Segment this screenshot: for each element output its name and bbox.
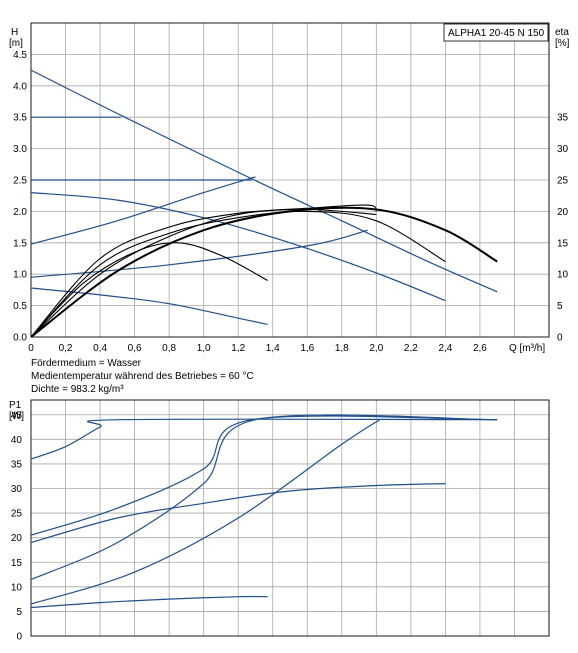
head-curve-6 bbox=[30, 229, 368, 278]
head-axis-unit: [m] bbox=[9, 38, 23, 49]
power-axis-unit: [W] bbox=[9, 411, 24, 422]
flow-tick-label: 1,0 bbox=[197, 343, 211, 354]
power-tick-label: 10 bbox=[11, 582, 23, 593]
eta-axis-label: eta bbox=[555, 27, 569, 38]
power-curve-0 bbox=[30, 418, 498, 460]
power-curve-4 bbox=[30, 419, 381, 605]
power-tick-label: 20 bbox=[11, 533, 23, 544]
head-chart-x-ticks: 0 0,2 0,4 0,6 0,8 1,0 1,2 1,4 1,6 1,8 2,0 2,2 2,4 2,6 bbox=[28, 343, 487, 354]
eta-tick-label: 0 bbox=[557, 333, 563, 344]
note-temperature: Medientemperatur während des Betriebes =… bbox=[31, 371, 254, 382]
head-tick-label: 1.5 bbox=[13, 238, 27, 249]
note-medium: Fördermedium = Wasser bbox=[31, 358, 142, 369]
flow-tick-label: 0,2 bbox=[59, 343, 73, 354]
flow-tick-label: 0,4 bbox=[93, 343, 107, 354]
power-chart-series bbox=[30, 414, 498, 609]
efficiency-curve-11 bbox=[30, 206, 498, 338]
model-label-box bbox=[443, 23, 549, 42]
head-chart-series bbox=[30, 69, 498, 338]
power-tick-label: 40 bbox=[11, 435, 23, 446]
power-chart: 0 5 10 15 20 25 30 35 40 45 P1 [W] bbox=[9, 399, 550, 643]
head-curve-0 bbox=[30, 69, 498, 293]
eta-axis-unit: [%] bbox=[555, 38, 570, 49]
head-tick-label: 3.5 bbox=[13, 113, 27, 124]
efficiency-curve-9 bbox=[30, 204, 377, 338]
power-chart-grid bbox=[31, 400, 550, 636]
flow-axis-label: Q [m³/h] bbox=[509, 343, 545, 354]
efficiency-curve-7 bbox=[30, 242, 268, 338]
power-chart-frame bbox=[30, 399, 550, 637]
head-chart-y2-ticks: 0 5 10 15 20 25 30 35 bbox=[557, 113, 569, 344]
eta-tick-label: 10 bbox=[557, 270, 569, 281]
eta-tick-label: 30 bbox=[557, 144, 569, 155]
head-tick-label: 0.0 bbox=[13, 333, 27, 344]
eta-tick-label: 5 bbox=[557, 301, 563, 312]
medium-notes: Fördermedium = Wasser Medientemperatur w… bbox=[31, 358, 254, 395]
eta-tick-label: 20 bbox=[557, 207, 569, 218]
flow-tick-label: 0,8 bbox=[162, 343, 176, 354]
power-curve-5 bbox=[30, 595, 268, 609]
head-chart: 0 0,2 0,4 0,6 0,8 1,0 1,2 1,4 1,6 1,8 2,0 2,2 2,4 2,6… bbox=[9, 22, 570, 354]
head-tick-label: 0.5 bbox=[13, 301, 27, 312]
flow-tick-label: 0 bbox=[28, 343, 34, 354]
power-tick-label: 25 bbox=[11, 509, 23, 520]
power-tick-label: 0 bbox=[16, 632, 22, 643]
head-tick-label: 4.0 bbox=[13, 81, 27, 92]
flow-tick-label: 1,6 bbox=[300, 343, 314, 354]
flow-tick-label: 1,8 bbox=[335, 343, 349, 354]
flow-tick-label: 0,6 bbox=[128, 343, 142, 354]
power-tick-label: 45 bbox=[11, 410, 23, 421]
flow-tick-label: 2,6 bbox=[473, 343, 487, 354]
eta-tick-label: 15 bbox=[557, 238, 569, 249]
power-tick-label: 5 bbox=[16, 607, 22, 618]
power-tick-label: 35 bbox=[11, 459, 23, 470]
power-tick-label: 15 bbox=[11, 558, 23, 569]
head-curve-4 bbox=[30, 287, 268, 325]
power-curve-1 bbox=[30, 415, 498, 536]
head-chart-y-ticks: 0.0 0.5 1.0 1.5 2.0 2.5 3.0 3.5 4.0 4.5 bbox=[13, 50, 27, 344]
head-tick-label: 2.5 bbox=[13, 176, 27, 187]
head-tick-label: 1.0 bbox=[13, 270, 27, 281]
head-tick-label: 3.0 bbox=[13, 144, 27, 155]
head-curve-3 bbox=[30, 192, 446, 302]
power-curve-2 bbox=[30, 414, 498, 581]
head-axis-label: H bbox=[11, 27, 18, 38]
flow-tick-label: 2,4 bbox=[438, 343, 452, 354]
flow-tick-label: 2,0 bbox=[369, 343, 383, 354]
flow-tick-label: 1,2 bbox=[231, 343, 245, 354]
power-tick-label: 30 bbox=[11, 484, 23, 495]
flow-tick-label: 1,4 bbox=[266, 343, 280, 354]
head-curve-5 bbox=[30, 176, 256, 245]
power-axis-label: P1 bbox=[9, 400, 22, 411]
power-chart-y-ticks: 0 5 10 15 20 25 30 35 40 45 bbox=[11, 410, 23, 642]
head-tick-label: 2.0 bbox=[13, 207, 27, 218]
efficiency-curve-8 bbox=[30, 210, 446, 338]
model-label: ALPHA1 20-45 N 150 bbox=[448, 28, 545, 39]
power-curve-3 bbox=[30, 483, 446, 544]
eta-tick-label: 25 bbox=[557, 176, 569, 187]
head-tick-label: 4.5 bbox=[13, 50, 27, 61]
eta-tick-label: 35 bbox=[557, 113, 569, 124]
note-density: Dichte = 983.2 kg/m³ bbox=[31, 384, 124, 395]
flow-tick-label: 2,2 bbox=[404, 343, 418, 354]
